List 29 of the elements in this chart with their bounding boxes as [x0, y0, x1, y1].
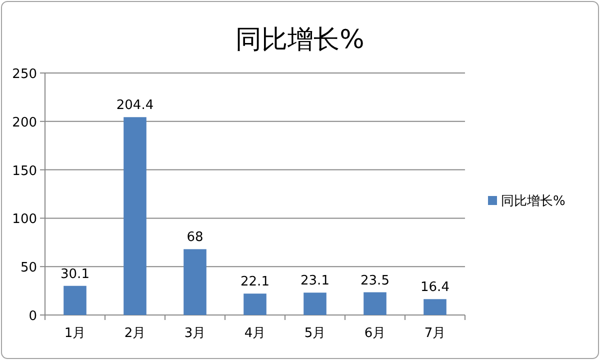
bar: [424, 299, 446, 315]
x-tick-label: 2月: [124, 326, 146, 341]
y-tick-label: 100: [12, 212, 37, 228]
data-label: 22.1: [240, 274, 270, 290]
data-label: 23.5: [360, 273, 390, 288]
bar: [124, 117, 146, 315]
x-tick-label: 7月: [424, 326, 446, 341]
data-label: 68: [186, 230, 204, 246]
legend-label: 同比增长%: [501, 194, 566, 209]
y-tick-label: 250: [12, 67, 37, 82]
data-label: 23.1: [300, 274, 330, 289]
bar: [304, 292, 326, 315]
y-tick-label: 50: [20, 260, 37, 276]
x-tick-label: 3月: [184, 326, 206, 341]
bar: [184, 249, 206, 315]
x-tick-label: 5月: [304, 326, 326, 341]
y-tick-label: 200: [12, 115, 37, 130]
chart-title: 同比增长%: [236, 25, 364, 55]
data-label: 30.1: [60, 266, 90, 282]
bar: [364, 292, 386, 315]
x-tick-label: 1月: [64, 326, 86, 341]
data-label: 204.4: [116, 98, 154, 114]
bar: [64, 286, 86, 315]
y-tick-label: 150: [12, 164, 37, 179]
x-tick-label: 6月: [364, 326, 386, 341]
data-label: 16.4: [420, 280, 450, 296]
x-tick-label: 4月: [244, 326, 266, 341]
bar: [244, 294, 266, 315]
y-tick-label: 0: [28, 309, 37, 324]
